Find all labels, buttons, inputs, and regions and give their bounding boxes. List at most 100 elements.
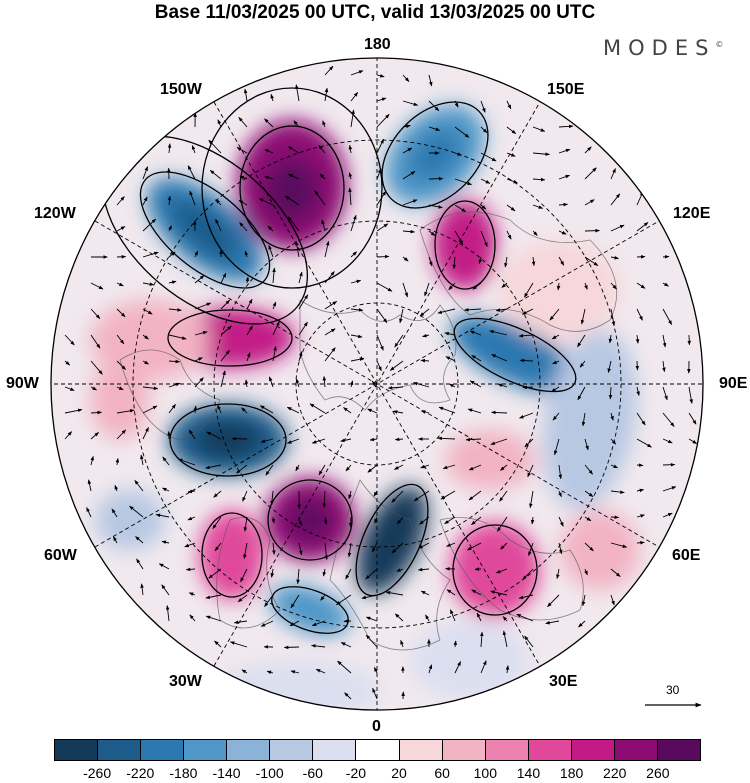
wind-arrow [662, 255, 670, 259]
wind-arrow [662, 308, 673, 325]
wind-arrow [478, 256, 483, 265]
wind-arrow [187, 489, 196, 494]
wind-arrow [266, 670, 274, 675]
wind-arrow [220, 325, 232, 336]
wind-arrow [90, 308, 101, 320]
wind-arrow [369, 437, 378, 442]
wind-arrow [348, 516, 353, 528]
contour-line [201, 87, 383, 289]
wind-arrow [90, 432, 99, 440]
wind-arrow [558, 516, 564, 527]
wind-arrow [350, 92, 359, 102]
wind-arrow [396, 516, 404, 525]
anomaly-area [196, 422, 260, 458]
anomaly-area [409, 129, 461, 181]
wind-arrow [528, 542, 534, 557]
wind-arrow [444, 516, 456, 525]
wind-arrow [584, 256, 599, 266]
wind-arrow [581, 594, 586, 607]
wind-arrow [376, 223, 389, 232]
wind-arrow [260, 438, 274, 443]
contour-line [381, 101, 489, 209]
wind-arrow [688, 386, 693, 404]
wind-arrow [558, 230, 567, 235]
wind-arrow [463, 308, 482, 312]
wind-arrow [264, 594, 274, 607]
wind-arrow [168, 308, 182, 312]
wind-arrow [243, 542, 248, 559]
wind-arrow [206, 431, 222, 440]
wind-arrow [168, 251, 176, 258]
wind-arrow [558, 124, 574, 129]
colorbar-tick-label: -60 [302, 765, 323, 781]
wind-arrow [136, 558, 144, 570]
wind-arrow [610, 594, 615, 606]
anomaly-area [90, 360, 150, 440]
wind-arrow [142, 308, 153, 315]
wind-arrow [558, 256, 565, 266]
wind-arrow [286, 406, 300, 414]
wind-arrow [376, 74, 385, 78]
modes-logo: MODES© [603, 36, 724, 60]
wind-reference-vector: 30 [645, 683, 702, 708]
wind-arrow [267, 225, 274, 232]
wind-arrow [324, 65, 334, 76]
wind-arrow [551, 386, 560, 392]
wind-arrow [472, 282, 482, 290]
anomaly-area [450, 316, 580, 394]
wind-arrow [497, 383, 508, 388]
wind-arrow [635, 360, 640, 371]
wind-arrow [194, 302, 212, 310]
wind-arrow [350, 109, 355, 128]
wind-arrow [229, 641, 248, 648]
colorbar-swatch [527, 740, 571, 760]
wind-arrow [283, 645, 300, 650]
wind-arrow [161, 540, 170, 545]
wind-arrow [194, 357, 203, 362]
wind-arrow [194, 250, 199, 258]
wind-arrow [217, 119, 222, 128]
wind-arrow [636, 488, 645, 493]
wind-arrow [610, 464, 619, 469]
wind-arrow [270, 93, 274, 102]
wind-arrow [220, 272, 227, 284]
wind-arrow [295, 240, 300, 258]
wind-arrow [391, 490, 404, 503]
colorbar-swatch [269, 740, 313, 760]
wind-arrow [188, 592, 196, 596]
wind-arrow [553, 438, 560, 456]
wind-arrow [236, 464, 248, 474]
wind-arrow [116, 308, 126, 318]
wind-arrow [558, 148, 571, 154]
anomaly-area [560, 510, 640, 590]
wind-arrow [322, 568, 327, 577]
map-border [50, 57, 704, 711]
wind-arrow [518, 594, 534, 600]
wind-arrow [521, 308, 534, 315]
wind-arrow [505, 665, 510, 674]
wind-arrow [610, 438, 617, 445]
wind-arrow [323, 516, 328, 525]
wind-arrow [376, 254, 390, 259]
wind-arrow [272, 301, 277, 310]
wind-arrow [385, 591, 404, 596]
wind-arrow [272, 542, 276, 555]
wind-arrow [205, 464, 222, 470]
contour-line [167, 309, 293, 367]
wind-arrow [324, 240, 330, 258]
wind-arrow [241, 407, 248, 414]
wind-arrow [506, 152, 516, 157]
wind-arrow [662, 282, 669, 287]
wind-arrow [324, 347, 336, 362]
wind-arrow [208, 568, 222, 579]
colorbar-swatch [183, 740, 227, 760]
wind-arrow [161, 584, 170, 596]
wind-arrow [187, 165, 196, 180]
wind-arrow [636, 463, 644, 467]
wind-arrow [524, 282, 534, 298]
wind-arrow [454, 100, 459, 108]
wind-arrow [238, 116, 248, 128]
lon-label-30e: 30E [549, 673, 578, 690]
wind-arrow [394, 613, 404, 622]
wind-arrow [552, 412, 560, 421]
